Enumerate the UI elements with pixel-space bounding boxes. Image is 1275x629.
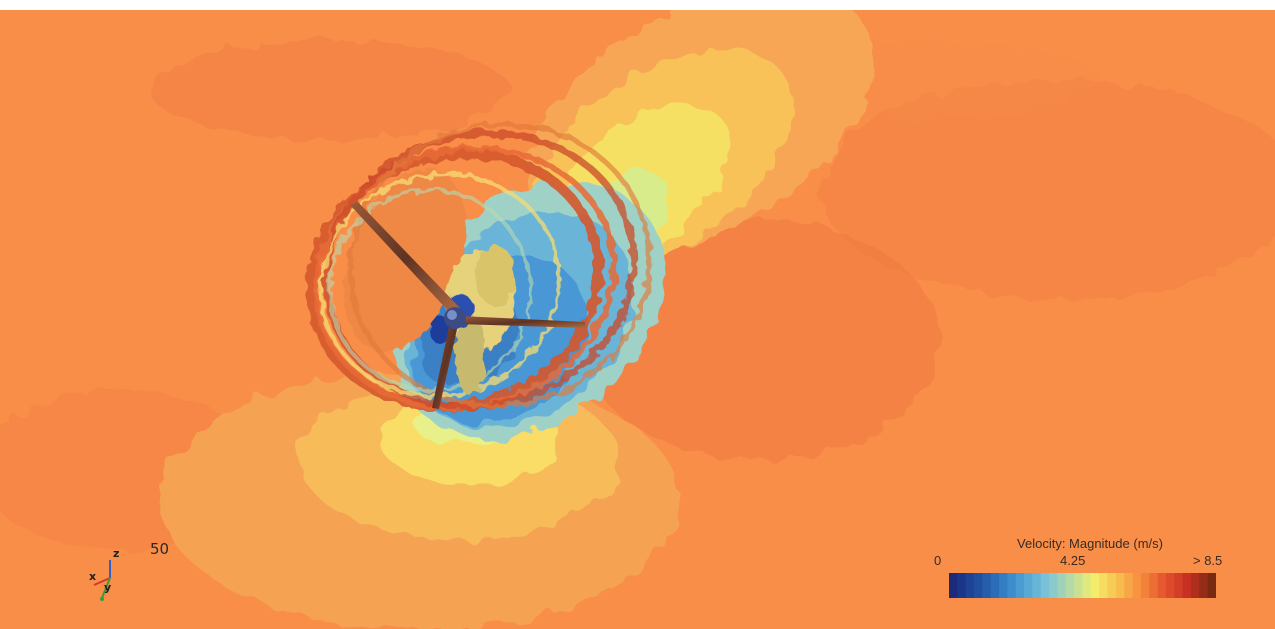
- velocity-field-render: [0, 10, 1275, 629]
- colorbar-swatch: [949, 573, 958, 598]
- colorbar-swatch: [1024, 573, 1033, 598]
- legend-mid-label: 4.25: [1060, 553, 1086, 568]
- colorbar-swatch: [1040, 573, 1050, 598]
- colorbar-swatch: [1182, 573, 1192, 598]
- colorbar-swatch: [1049, 573, 1058, 598]
- tip-vortex-rings: [306, 121, 652, 412]
- colorbar-swatch: [1065, 573, 1075, 598]
- colorbar-swatch: [1132, 573, 1142, 598]
- simulation-viewport[interactable]: z x y 50 Velocity: Magnitude (m/s) 0 4.2…: [0, 10, 1275, 629]
- rotor-blades: [350, 202, 586, 409]
- legend-title: Velocity: Magnitude (m/s): [1017, 536, 1163, 551]
- colorbar-swatch: [982, 573, 992, 598]
- colorbar-swatch: [1174, 573, 1184, 598]
- axis-label-z: z: [113, 547, 120, 560]
- colorbar-swatch: [1124, 573, 1134, 598]
- colorbar-swatch: [1207, 573, 1216, 598]
- legend-max-label: > 8.5: [1193, 553, 1223, 568]
- colorbar-swatch: [1115, 573, 1125, 598]
- axis-triad: z x y: [80, 540, 130, 605]
- colorbar-swatch: [974, 573, 983, 598]
- colorbar: [949, 573, 1216, 598]
- colorbar-swatch: [1149, 573, 1159, 598]
- frame-number-label: 50: [150, 540, 170, 558]
- axis-triad-arrows: [93, 560, 111, 601]
- colorbar-swatch: [1015, 573, 1025, 598]
- colorbar-swatch: [999, 573, 1008, 598]
- colorbar-swatch: [1107, 573, 1117, 598]
- axis-label-y: y: [104, 581, 112, 594]
- freestream-region: [0, 40, 1275, 550]
- colorbar-swatch: [1099, 573, 1109, 598]
- colorbar-swatch: [990, 573, 1000, 598]
- colorbar-swatch: [1074, 573, 1083, 598]
- colorbar-swatch: [1157, 573, 1167, 598]
- legend-min-label: 0: [934, 553, 942, 568]
- colorbar-legend: Velocity: Magnitude (m/s) 0 4.25 > 8.5: [930, 533, 1230, 603]
- colorbar-swatch: [1190, 573, 1200, 598]
- colorbar-swatch: [1082, 573, 1092, 598]
- axis-label-x: x: [89, 570, 97, 583]
- colorbar-swatch: [1090, 573, 1100, 598]
- colorbar-swatch: [1057, 573, 1067, 598]
- colorbar-swatch: [1199, 573, 1209, 598]
- colorbar-swatch: [965, 573, 975, 598]
- colorbar-swatch: [1165, 573, 1175, 598]
- colorbar-swatch: [1007, 573, 1017, 598]
- colorbar-swatch: [1032, 573, 1042, 598]
- colorbar-swatch: [957, 573, 967, 598]
- colorbar-swatch: [1140, 573, 1150, 598]
